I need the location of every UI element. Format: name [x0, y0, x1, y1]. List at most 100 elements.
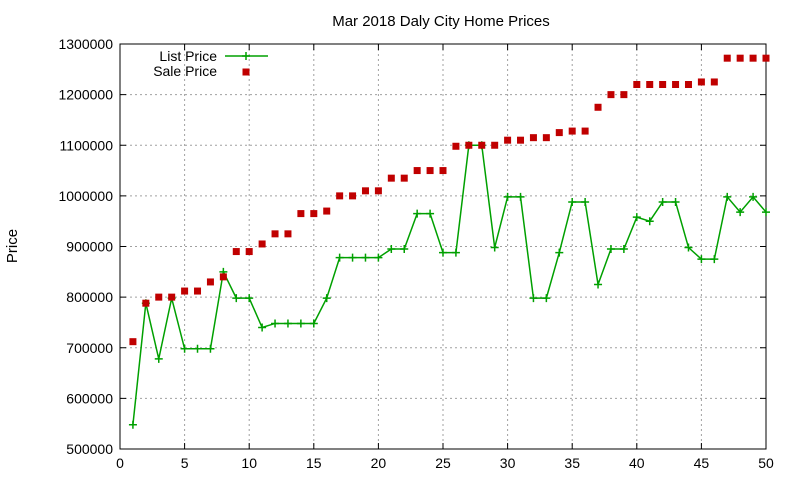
point-sale-price — [607, 91, 615, 99]
point-list-price — [309, 319, 318, 328]
point-list-price — [296, 319, 305, 328]
point-sale-price — [194, 287, 202, 295]
axis-ticks: 0 5 10 15 20 25 30 35 40 45 50 500000 600000 700000 80… — [58, 36, 774, 471]
y-tick-label: 1100000 — [60, 137, 114, 153]
point-sale-price — [710, 78, 718, 86]
point-sale-price — [258, 240, 266, 248]
y-axis-label: Price — [4, 229, 21, 263]
series-layer — [128, 54, 770, 429]
point-sale-price — [594, 103, 602, 111]
point-sale-price — [271, 230, 279, 238]
x-tick-label: 0 — [116, 455, 124, 471]
point-sale-price — [310, 210, 318, 218]
point-list-price — [154, 354, 163, 363]
point-sale-price — [168, 293, 176, 301]
point-sale-price — [723, 54, 731, 62]
x-tick-label: 20 — [371, 455, 387, 471]
legend-marker-sale-price — [242, 68, 250, 76]
point-list-price — [516, 192, 525, 201]
point-list-price — [413, 209, 422, 218]
point-list-price — [283, 319, 292, 328]
point-sale-price — [542, 134, 550, 142]
point-sale-price — [400, 174, 408, 182]
point-sale-price — [426, 167, 434, 175]
x-tick-label: 5 — [181, 455, 189, 471]
point-sale-price — [646, 81, 654, 88]
point-sale-price — [452, 142, 460, 150]
point-sale-price — [297, 210, 305, 218]
x-tick-label: 25 — [435, 455, 451, 471]
point-sale-price — [413, 167, 421, 175]
point-sale-price — [568, 127, 576, 135]
series-sale-price — [129, 54, 770, 346]
point-sale-price — [349, 192, 357, 200]
y-tick-label: 1300000 — [58, 36, 113, 52]
x-tick-label: 40 — [629, 455, 645, 471]
y-tick-label: 600000 — [66, 390, 113, 406]
point-sale-price — [749, 54, 757, 62]
point-list-price — [232, 294, 241, 303]
point-list-price — [658, 197, 667, 206]
x-tick-label: 35 — [564, 455, 580, 471]
point-list-price — [387, 245, 396, 254]
y-tick-label: 1000000 — [58, 188, 113, 204]
y-tick-label: 800000 — [66, 289, 113, 305]
point-sale-price — [736, 54, 744, 62]
point-list-price — [439, 248, 447, 257]
point-sale-price — [206, 278, 214, 286]
point-sale-price — [762, 54, 770, 62]
point-list-price — [374, 253, 383, 262]
point-list-price — [128, 420, 137, 429]
point-sale-price — [155, 293, 163, 301]
point-sale-price — [336, 192, 344, 200]
point-list-price — [361, 253, 370, 262]
point-list-price — [245, 294, 254, 303]
point-sale-price — [439, 167, 447, 175]
point-list-price — [335, 253, 344, 262]
point-list-price — [206, 344, 215, 353]
y-tick-label: 1200000 — [58, 87, 113, 103]
plot-frame — [119, 43, 767, 450]
x-tick-label: 15 — [306, 455, 322, 471]
point-list-price — [322, 294, 331, 303]
point-sale-price — [129, 338, 137, 346]
point-sale-price — [232, 248, 240, 256]
point-sale-price — [478, 141, 486, 149]
point-list-price — [490, 243, 499, 252]
point-list-price — [555, 248, 564, 257]
point-list-price — [529, 294, 538, 303]
point-list-price — [606, 245, 615, 254]
point-list-price — [400, 245, 409, 254]
point-list-price — [749, 192, 758, 201]
point-sale-price — [529, 134, 537, 142]
legend-label-sale-price: Sale Price — [153, 63, 217, 79]
point-list-price — [542, 294, 551, 303]
point-list-price — [258, 323, 267, 332]
x-tick-label: 50 — [758, 455, 774, 471]
x-tick-label: 30 — [500, 455, 516, 471]
point-list-price — [594, 280, 603, 289]
point-list-price — [568, 197, 577, 206]
point-sale-price — [323, 207, 331, 215]
legend: List Price Sale Price — [153, 48, 268, 79]
legend-marker-list-price — [242, 52, 250, 60]
y-tick-label: 500000 — [66, 441, 113, 457]
series-list-price — [128, 141, 770, 429]
y-tick-label: 900000 — [66, 239, 113, 255]
point-sale-price — [219, 273, 227, 281]
point-list-price — [697, 255, 706, 264]
point-list-price — [671, 197, 680, 206]
y-tick-label: 700000 — [66, 340, 113, 356]
point-sale-price — [491, 141, 499, 149]
point-list-price — [348, 253, 357, 262]
x-tick-label: 10 — [241, 455, 257, 471]
series-line-list-price — [132, 144, 767, 425]
chart-title: Mar 2018 Daly City Home Prices — [332, 13, 550, 30]
point-list-price — [581, 197, 590, 206]
point-list-price — [503, 192, 512, 201]
point-sale-price — [581, 127, 589, 135]
point-sale-price — [181, 287, 189, 295]
point-list-price — [632, 213, 641, 222]
point-list-price — [762, 208, 770, 217]
